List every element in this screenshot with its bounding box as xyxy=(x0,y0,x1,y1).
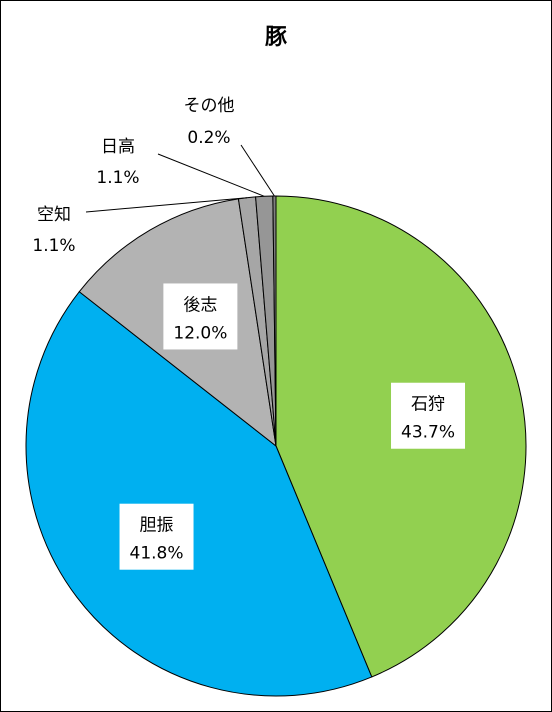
slice-label-box xyxy=(391,382,466,449)
slice-name-label: 後志 xyxy=(183,295,217,315)
slice-name-label: 石狩 xyxy=(411,395,445,415)
slice-percent-label: 41.8% xyxy=(130,544,184,564)
pie-slice-2 xyxy=(25,291,373,697)
slice-percent-label: 43.7% xyxy=(401,423,455,443)
slice-percent-label: 0.2% xyxy=(187,128,230,148)
slice-percent-label: 1.1% xyxy=(32,236,75,256)
slice-name-label: 空知 xyxy=(37,205,71,225)
slice-label-box xyxy=(163,283,238,350)
slice-name-label: 胆振 xyxy=(140,516,174,536)
slice-percent-label: 1.1% xyxy=(96,168,139,188)
leader-line xyxy=(157,153,265,197)
slice-name-label: 日高 xyxy=(101,137,135,157)
slice-name-label: その他 xyxy=(184,96,235,116)
leader-line xyxy=(85,197,248,213)
chart-title: 豚 xyxy=(264,25,287,50)
slice-label-box xyxy=(119,503,194,570)
leader-line xyxy=(240,144,275,197)
slice-percent-label: 12.0% xyxy=(173,323,227,343)
